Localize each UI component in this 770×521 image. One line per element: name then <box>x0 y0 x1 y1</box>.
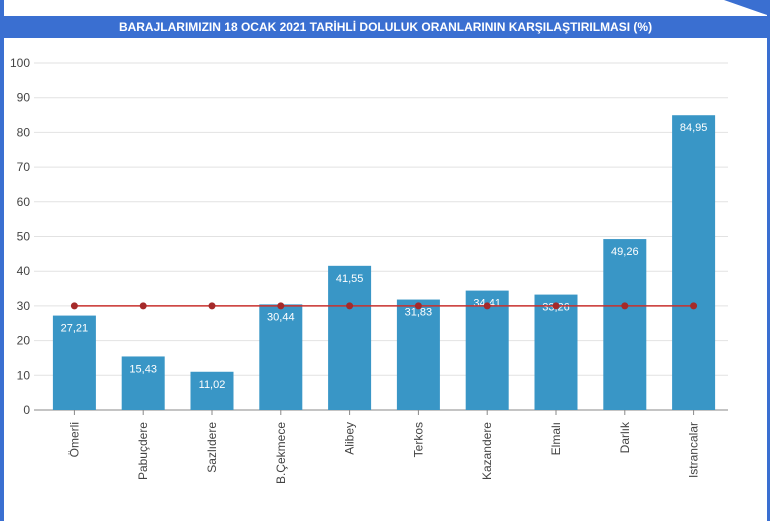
data-label: 84,95 <box>680 122 708 134</box>
x-tick-label: Alibey <box>343 422 357 455</box>
bar <box>672 115 715 410</box>
y-tick-label: 90 <box>17 91 31 105</box>
data-label: 15,43 <box>129 363 157 375</box>
x-tick-label: Terkos <box>411 422 425 457</box>
y-tick-label: 100 <box>10 56 30 70</box>
y-tick-label: 30 <box>17 299 31 313</box>
reference-marker <box>415 302 422 309</box>
y-tick-label: 10 <box>17 368 31 382</box>
chart-canvas: 0 10 20 30 40 50 60 70 80 90 100 Ömerli 27,21 Pabuçde… <box>0 0 770 521</box>
x-tick-label: Ömerli <box>67 422 81 457</box>
y-tick-label: 70 <box>17 160 31 174</box>
reference-marker <box>690 302 697 309</box>
x-tick-label: Pabuçdere <box>136 422 150 480</box>
y-tick-label: 20 <box>17 334 31 348</box>
bar <box>328 266 371 410</box>
data-label: 11,02 <box>199 379 226 391</box>
bar <box>191 372 234 410</box>
x-tick-label: Istrancalar <box>687 422 701 478</box>
reference-marker <box>209 302 216 309</box>
x-tick-label: Elmalı <box>549 422 563 455</box>
data-label: 27,21 <box>61 323 89 335</box>
y-tick-label: 0 <box>23 403 30 417</box>
reference-marker <box>484 302 491 309</box>
data-label: 49,26 <box>611 246 639 258</box>
y-tick-label: 40 <box>17 264 31 278</box>
y-tick-label: 50 <box>17 230 31 244</box>
reference-marker <box>71 302 78 309</box>
x-tick-label: Sazlıdere <box>205 422 219 473</box>
data-label: 30,44 <box>267 311 295 323</box>
reference-marker <box>553 302 560 309</box>
reference-marker <box>621 302 628 309</box>
reference-marker <box>277 302 284 309</box>
y-tick-label: 60 <box>17 195 31 209</box>
bar <box>603 239 646 410</box>
x-tick-label: Darlık <box>618 421 632 453</box>
x-tick-label: Kazandere <box>480 422 494 480</box>
data-label: 41,55 <box>336 273 364 285</box>
x-tick-label: B.Çekmece <box>274 422 288 484</box>
reference-marker <box>346 302 353 309</box>
y-tick-label: 80 <box>17 125 31 139</box>
reference-marker <box>140 302 147 309</box>
